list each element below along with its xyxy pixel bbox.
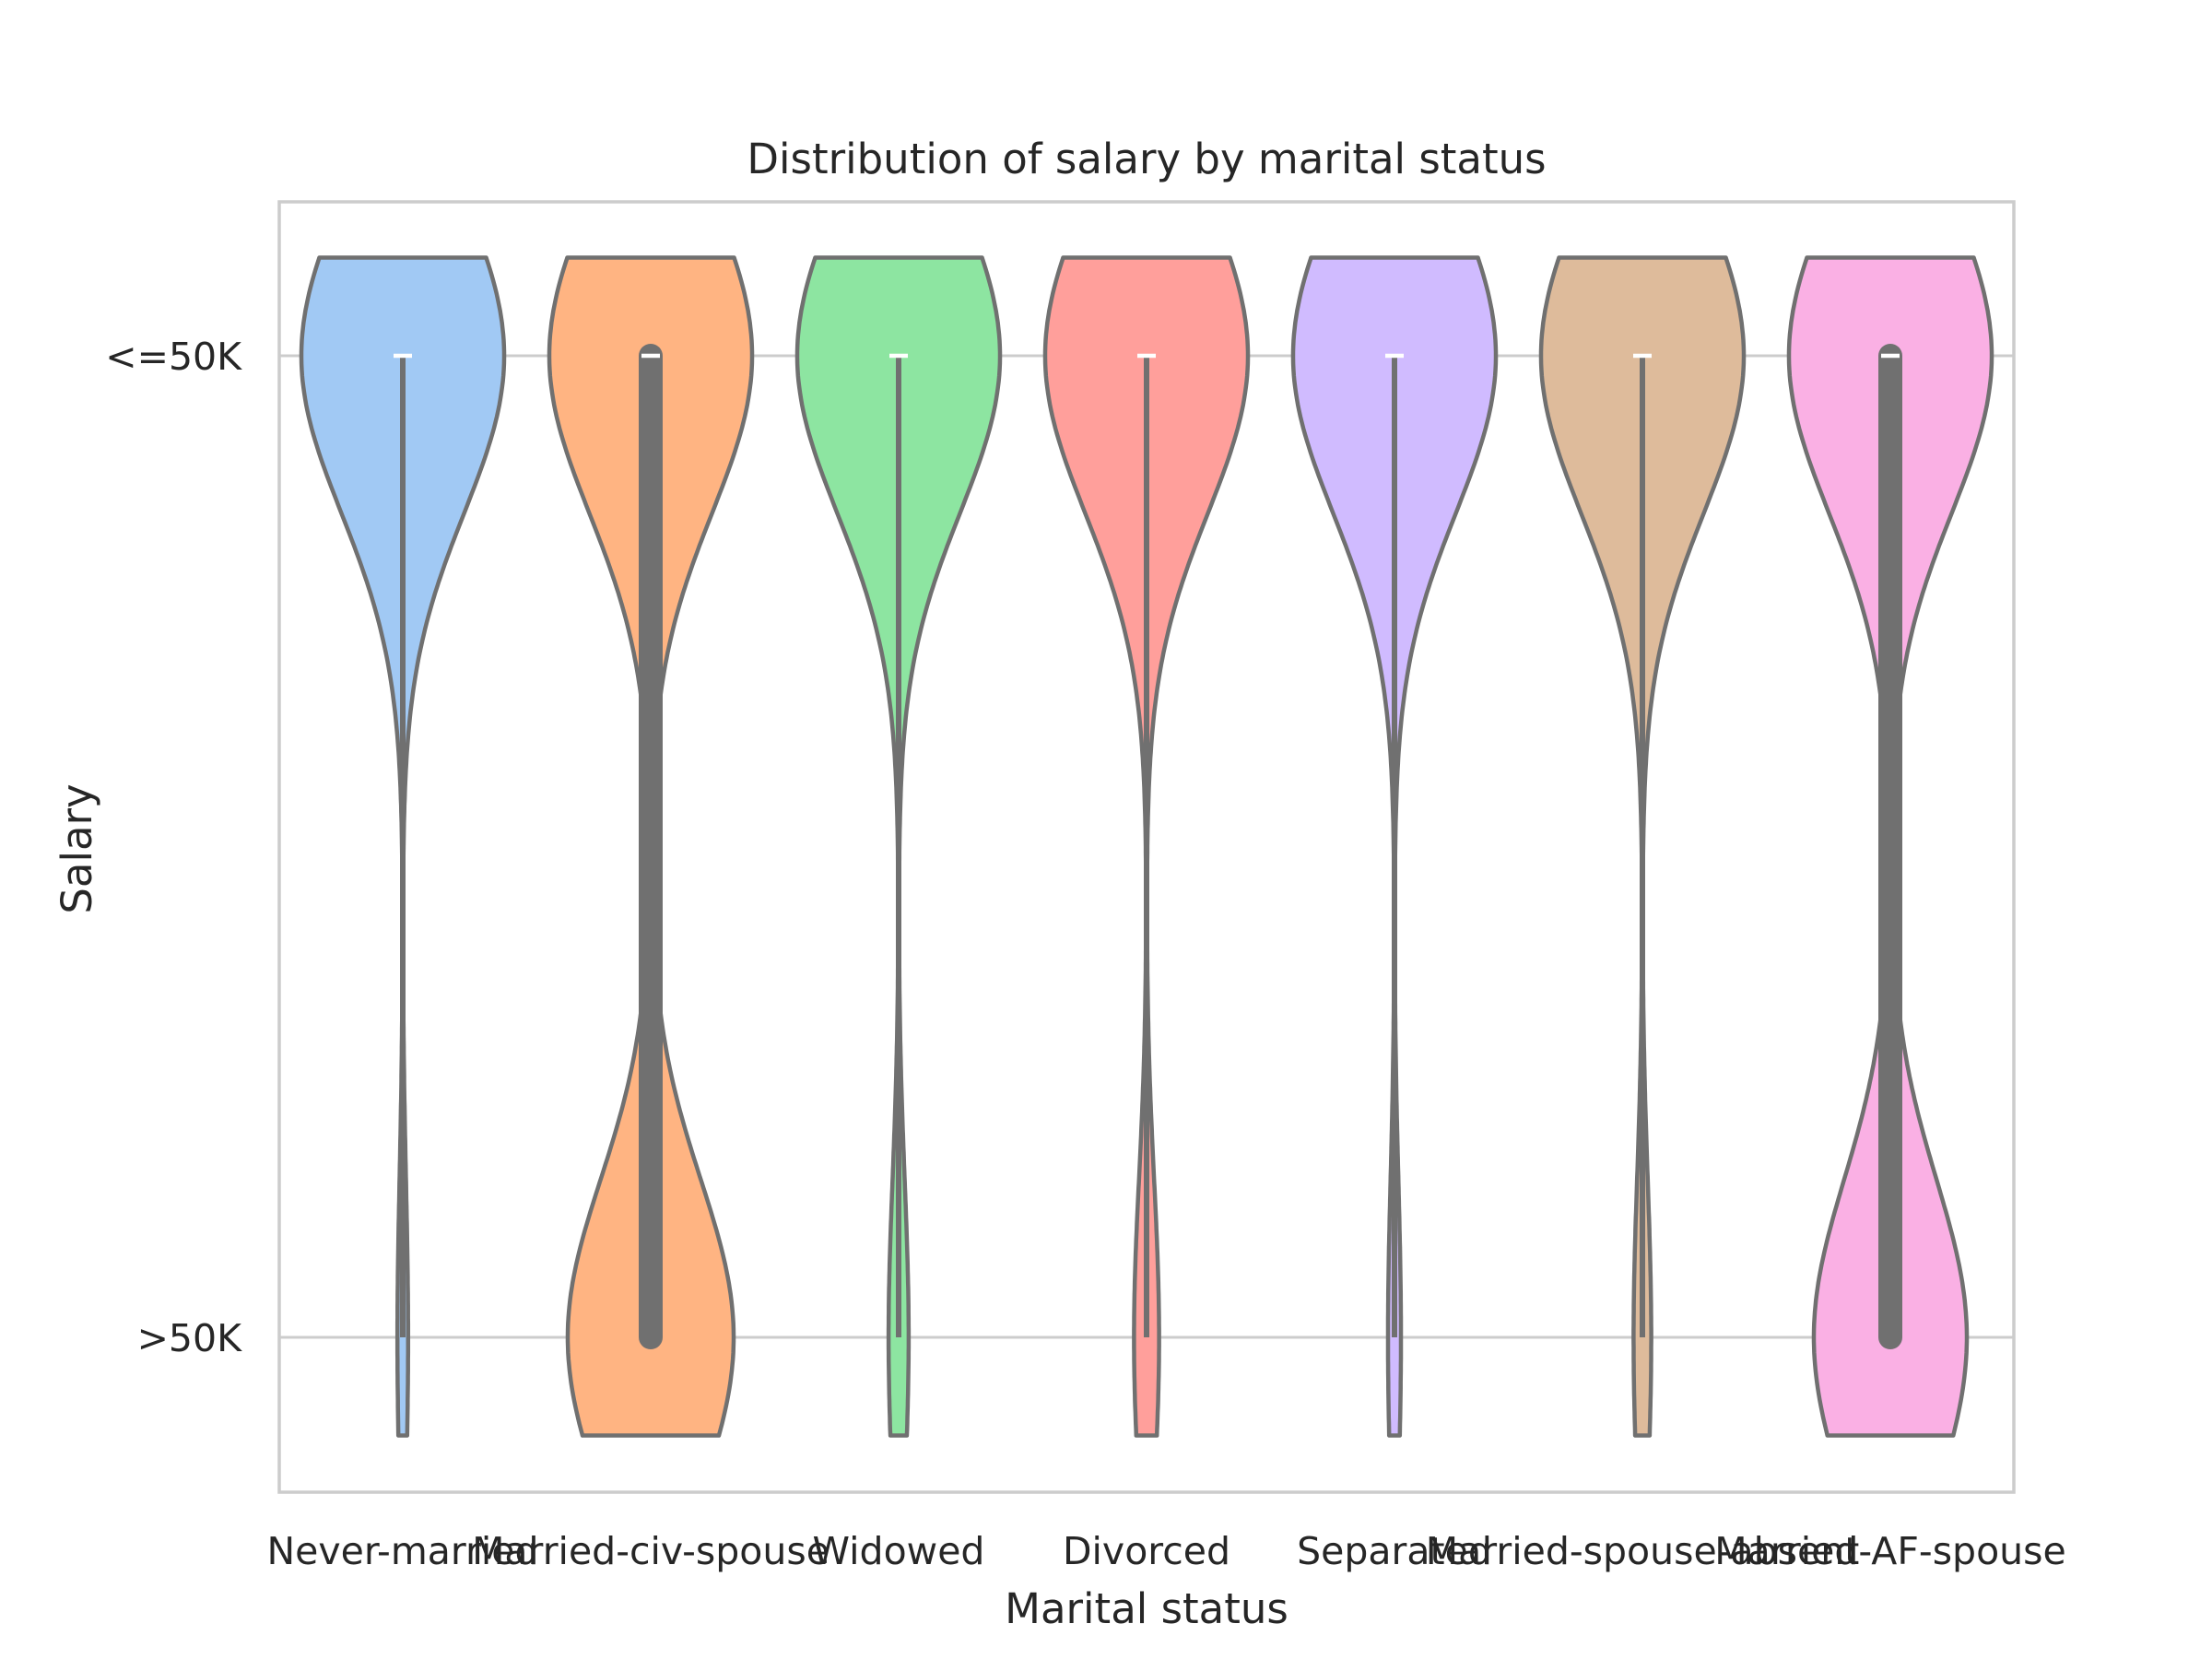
x-tick-label: Widowed [813,1529,985,1573]
x-tick-label: Never-married [266,1529,538,1573]
x-axis-label: Marital status [1005,1584,1288,1633]
violin-divorced [1042,255,1251,1438]
violin-never-married [299,255,507,1438]
violin-separated [1290,255,1499,1438]
violin-widowed [794,255,1003,1438]
x-tick-label: Married-spouse-absent [1426,1529,1860,1573]
y-tick-label: <=50K [105,335,242,379]
chart-title: Distribution of salary by marital status [747,135,1546,183]
x-tick-label: Married-AF-spouse [1714,1529,2066,1573]
y-tick-labels: <=50K >50K [105,335,242,1360]
violins [299,255,1994,1438]
y-axis-label: Salary [53,783,101,913]
violin-married-spouse-absent [1538,255,1747,1438]
y-tick-label: >50K [137,1316,243,1360]
x-tick-label: Separated [1297,1529,1492,1573]
violin-married-af-spouse [1786,255,1994,1438]
x-tick-label: Married-civ-spouse [472,1529,830,1573]
x-tick-label: Divorced [1063,1529,1230,1573]
violin-married-civ-spouse [547,255,755,1438]
plot-frame [277,200,2016,1494]
